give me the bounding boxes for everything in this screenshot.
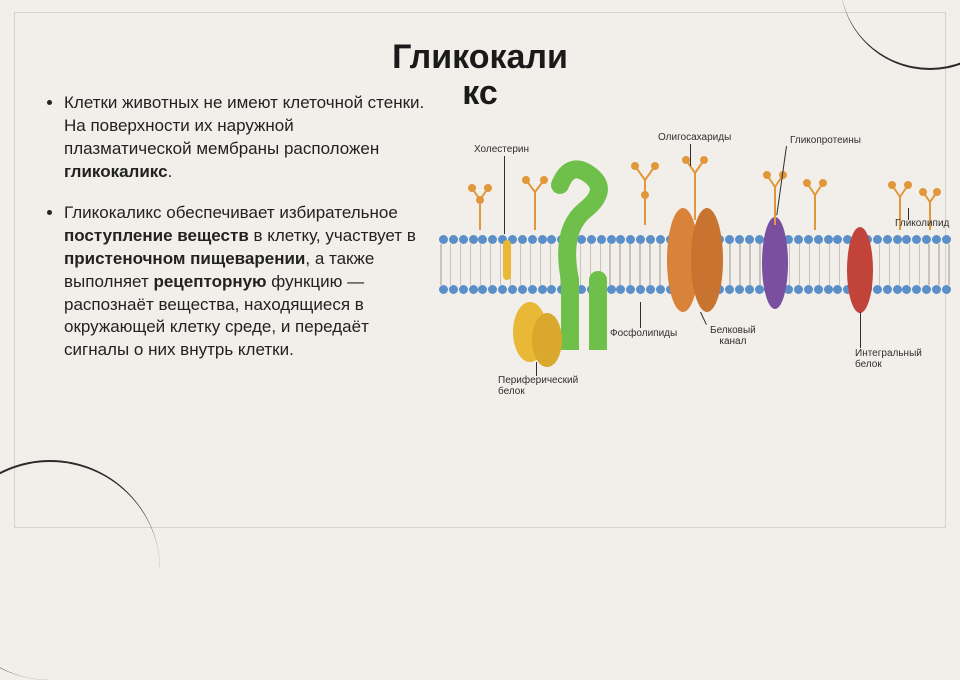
lead	[536, 362, 537, 376]
bullet-list: Клетки животных не имеют клеточной стенк…	[46, 92, 426, 362]
title-line1: Гликокали	[392, 38, 568, 76]
membrane-diagram: Холестерин Олигосахариды Гликопротеины Г…	[440, 130, 950, 410]
label-phospholipids: Фосфолипиды	[610, 328, 677, 339]
label-oligosaccharides: Олигосахариды	[658, 132, 731, 143]
label-glycolipid: Гликолипид	[895, 218, 949, 229]
label-integral: Интегральный белок	[855, 348, 922, 370]
lead	[640, 302, 641, 328]
lead	[690, 144, 691, 166]
title-line2: кс	[462, 74, 497, 112]
lead	[908, 208, 909, 220]
bullet-item: Клетки животных не имеют клеточной стенк…	[64, 92, 426, 184]
bullet-item: Гликокаликс обеспечивает избирательное п…	[64, 202, 426, 363]
text-column: Клетки животных не имеют клеточной стенк…	[46, 92, 426, 380]
yellow-peripheral	[510, 300, 565, 370]
label-peripheral: Периферический белок	[498, 375, 578, 397]
label-channel: Белковый канал	[710, 325, 756, 347]
label-glycoproteins: Гликопротеины	[790, 135, 861, 146]
lead	[504, 156, 505, 234]
lead	[860, 312, 861, 348]
cholesterol-shape	[500, 235, 514, 285]
label-cholesterol: Холестерин	[474, 144, 529, 155]
